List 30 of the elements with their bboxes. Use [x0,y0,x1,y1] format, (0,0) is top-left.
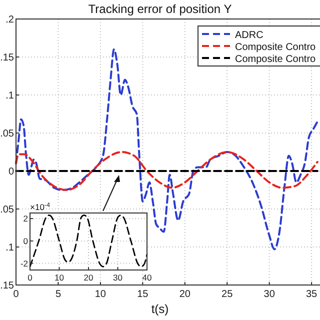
x-axis-title: t(s) [151,302,169,316]
y-tick-label: 0 [23,236,28,246]
y-tick-label: .15 [0,52,14,64]
x-tick-label: 30 [113,272,123,282]
y-tick-label: .05 [0,128,14,140]
y-tick-label: .15 [0,280,14,292]
y-tick-label: .1 [6,242,14,254]
x-tick-label: 30 [264,289,276,300]
y-tick-label: -2 [20,258,28,268]
legend-label: ADRC [235,30,264,41]
y-tick-label: .05 [0,204,14,216]
x-tick-label: 20 [179,289,191,300]
y-tick-label: 0 [8,166,14,178]
chart-title: Tracking error of position Y [88,2,232,16]
line-series [29,214,148,268]
y-tick-label: .2 [6,14,14,26]
x-tick-label: 35 [306,289,318,300]
x-tick-label: 10 [94,289,106,300]
legend-label: Composite Contro [235,42,316,53]
x-tick-label: 10 [54,272,64,282]
legend-label: Composite Contro [235,54,316,65]
y-tick-label: 2 [23,214,28,224]
x-tick-label: 25 [222,289,234,300]
x-tick-label: 40 [142,272,152,282]
line-series [15,151,318,191]
x-tick-label: 15 [137,289,149,300]
y-tick-label: .1 [6,90,14,102]
x-tick-label: 20 [84,272,94,282]
y-axis-title: ×10$^{-4}$ [30,202,51,212]
x-tick-label: 5 [55,289,62,300]
